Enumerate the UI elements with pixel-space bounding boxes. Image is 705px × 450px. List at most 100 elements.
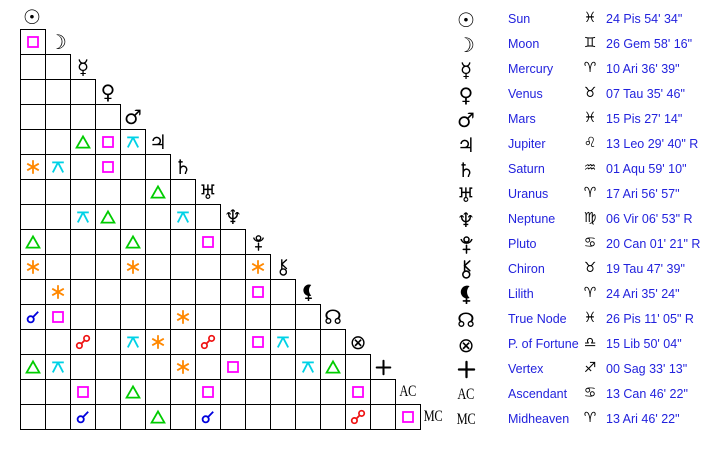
square-aspect-icon (402, 411, 414, 423)
zodiac-sign-icon: ♋ (583, 385, 597, 401)
aspect-cell-neptune-saturn (170, 204, 196, 230)
aspect-cell-chiron-venus (95, 254, 121, 280)
position-value: 17 Ari 56' 57" (606, 187, 680, 201)
aspect-cell-lilith-mercury (70, 279, 96, 305)
aspect-cell-ac-sun (20, 379, 46, 405)
sextile-aspect-icon (51, 285, 65, 299)
aspect-cell-lilith-sun (20, 279, 46, 305)
pfortune-glyph-icon: ⊗ (457, 332, 475, 357)
opposition-aspect-icon (350, 409, 366, 425)
aspect-cell-ac-pfortune (345, 379, 371, 405)
zodiac-sign-icon: ♌ (583, 135, 597, 151)
aspect-cell-mc-ac (395, 404, 421, 430)
uranus-glyph-icon: ♅ (199, 180, 217, 204)
square-aspect-icon (202, 236, 214, 248)
sextile-aspect-icon (126, 260, 140, 274)
aspect-cell-truenode-uranus (195, 304, 221, 330)
quincunx-aspect-icon (302, 361, 314, 373)
sextile-aspect-icon (26, 260, 40, 274)
mercury-glyph-icon: ☿ (459, 57, 473, 82)
aspect-cell-truenode-chiron (270, 304, 296, 330)
aspect-cell-uranus-jupiter (145, 179, 171, 205)
aspect-cell-uranus-sun (20, 179, 46, 205)
grid-row-pfortune: ⊗ (20, 329, 446, 355)
aspect-cell-pfortune-truenode (320, 329, 346, 355)
grid-row-chiron (20, 254, 446, 280)
aspect-cell-jupiter-mercury (70, 129, 96, 155)
planet-name: Jupiter (508, 137, 546, 151)
zodiac-sign-icon: ♍ (583, 210, 597, 226)
vertex-glyph-icon (448, 357, 484, 382)
position-row-mc: MC Midheaven ♈ 13 Ari 46' 22" (445, 407, 705, 432)
position-value: 01 Aqu 59' 10" (606, 162, 687, 176)
truenode-glyph-icon: ☊ (457, 307, 475, 332)
aspect-cell-mc-vertex (370, 404, 396, 430)
position-row-sun: ☉ Sun ♓ 24 Pis 54' 34" (445, 7, 705, 32)
aspect-cell-ac-venus (95, 379, 121, 405)
position-value: 13 Leo 29' 40" R (606, 137, 699, 151)
aspect-cell-chiron-mercury (70, 254, 96, 280)
aspect-cell-mc-chiron (270, 404, 296, 430)
aspect-cell-mc-truenode (320, 404, 346, 430)
aspect-cell-neptune-mercury (70, 204, 96, 230)
planet-name: Sun (508, 12, 531, 26)
aspect-cell-pfortune-lilith (295, 329, 321, 355)
mc-glyph-icon: MC (423, 408, 443, 425)
aspect-cell-pluto-moon (45, 229, 71, 255)
aspect-cell-vertex-saturn (170, 354, 196, 380)
square-aspect-icon (102, 161, 114, 173)
aspect-cell-mercury-sun (20, 54, 46, 80)
aspect-cell-pfortune-chiron (270, 329, 296, 355)
planet-name: Mars (508, 112, 536, 126)
grid-row-truenode: ☊ (20, 304, 446, 330)
aspect-cell-pfortune-mars (120, 329, 146, 355)
aspect-cell-lilith-uranus (195, 279, 221, 305)
neptune-glyph-icon: ♆ (224, 205, 242, 229)
position-value: 24 Ari 35' 24" (606, 287, 680, 301)
planet-name: Saturn (508, 162, 545, 176)
ac-glyph-icon: AC (457, 385, 475, 403)
position-row-mercury: ☿ Mercury ♈ 10 Ari 36' 39" (445, 57, 705, 82)
aspect-cell-uranus-mercury (70, 179, 96, 205)
position-value: 26 Gem 58' 16" (606, 37, 693, 51)
aspect-cell-pfortune-pluto (245, 329, 271, 355)
aspect-cell-chiron-mars (120, 254, 146, 280)
aspect-cell-vertex-mars (120, 354, 146, 380)
uranus-glyph-icon: ♅ (457, 182, 475, 207)
aspect-cell-ac-pluto (245, 379, 271, 405)
grid-row-saturn: ♄ (20, 154, 446, 180)
planet-name: Moon (508, 37, 540, 51)
quincunx-aspect-icon (177, 211, 189, 223)
aspect-cell-pluto-mars (120, 229, 146, 255)
planet-name: Vertex (508, 362, 544, 376)
aspect-cell-mercury-moon (45, 54, 71, 80)
trine-aspect-icon (25, 359, 41, 374)
zodiac-sign-icon: ♐ (583, 360, 597, 376)
position-value: 13 Ari 46' 22" (606, 412, 680, 426)
grid-row-venus: ♀ (20, 79, 446, 105)
planet-name: True Node (508, 312, 567, 326)
aspect-cell-lilith-saturn (170, 279, 196, 305)
grid-row-uranus: ♅ (20, 179, 446, 205)
aspect-cell-saturn-moon (45, 154, 71, 180)
square-aspect-icon (352, 386, 364, 398)
mars-glyph-icon: ♂ (124, 105, 142, 129)
aspect-cell-mc-sun (20, 404, 46, 430)
moon-glyph-icon: ☽ (49, 30, 67, 54)
quincunx-aspect-icon (52, 361, 64, 373)
aspect-cell-mc-saturn (170, 404, 196, 430)
aspect-cell-chiron-sun (20, 254, 46, 280)
trine-aspect-icon (150, 184, 166, 199)
planet-name: P. of Fortune (508, 337, 579, 351)
aspect-cell-truenode-venus (95, 304, 121, 330)
planet-name: Mercury (508, 62, 554, 76)
venus-glyph-icon: ♀ (100, 80, 116, 104)
aspect-cell-vertex-lilith (295, 354, 321, 380)
position-value: 19 Tau 47' 39" (606, 262, 685, 276)
pfortune-glyph-icon: ⊗ (349, 330, 367, 354)
aspect-cell-lilith-chiron (270, 279, 296, 305)
sun-glyph-icon: ☉ (457, 7, 475, 32)
aspect-cell-mc-moon (45, 404, 71, 430)
zodiac-sign-icon: ♈ (583, 185, 597, 201)
truenode-glyph-icon: ☊ (324, 305, 342, 329)
